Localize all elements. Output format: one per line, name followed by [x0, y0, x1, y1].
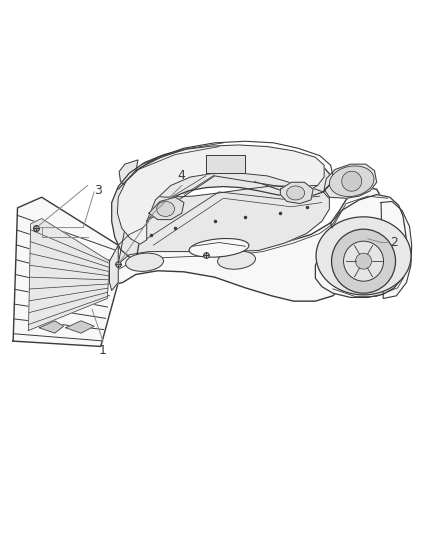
Ellipse shape [342, 171, 362, 191]
Polygon shape [381, 201, 412, 298]
Text: 2: 2 [390, 236, 398, 249]
Ellipse shape [189, 238, 249, 257]
Polygon shape [324, 164, 377, 198]
Text: 1: 1 [99, 344, 107, 357]
Polygon shape [28, 219, 110, 330]
Polygon shape [112, 188, 381, 301]
Polygon shape [39, 321, 64, 333]
Ellipse shape [329, 166, 374, 197]
Polygon shape [110, 245, 118, 290]
Polygon shape [112, 147, 329, 261]
Ellipse shape [316, 217, 411, 295]
Ellipse shape [286, 186, 305, 200]
Circle shape [332, 229, 396, 293]
Polygon shape [66, 321, 94, 333]
Text: 3: 3 [94, 184, 102, 197]
Polygon shape [315, 195, 407, 297]
Ellipse shape [126, 253, 163, 271]
Polygon shape [117, 145, 324, 244]
Ellipse shape [156, 201, 175, 216]
Polygon shape [13, 197, 118, 346]
Ellipse shape [218, 251, 255, 269]
Text: 4: 4 [178, 169, 186, 182]
Polygon shape [280, 182, 313, 204]
Polygon shape [118, 160, 329, 264]
Circle shape [356, 253, 371, 269]
Circle shape [343, 241, 384, 281]
Polygon shape [206, 155, 245, 173]
Polygon shape [149, 197, 184, 220]
